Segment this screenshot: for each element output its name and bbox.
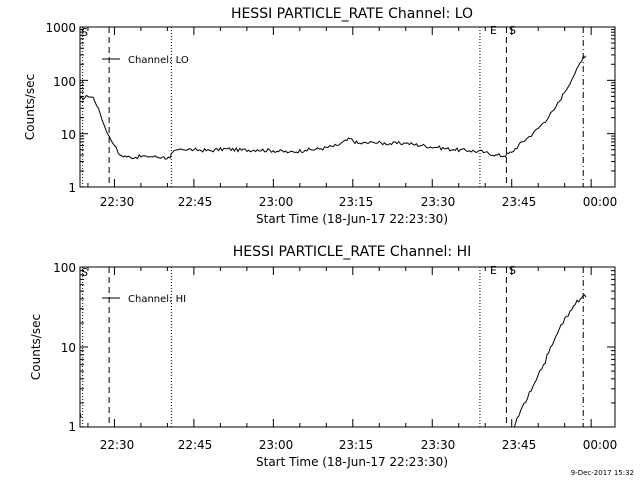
x-axis-label-lo: Start Time (18-Jun-17 22:23:30) [256,212,448,226]
x-tick-label-lo-2245: 22:45 [178,195,213,209]
y-tick-label-lo-100: 100 [53,75,76,89]
x-tick-label-lo-2330: 23:30 [421,195,456,209]
marker-label-lo-s-end: S [509,24,516,37]
x-tick-label-lo-0000: 00:00 [583,195,618,209]
legend-label-hi: Channel: HI [128,294,186,305]
x-tick-label-lo-2300: 23:00 [259,195,294,209]
x-tick-label-hi-2330: 23:30 [421,438,456,452]
x-tick-label-hi-2345: 23:45 [502,438,537,452]
series-group-lo [79,55,587,160]
y-axis-label-lo: Counts/sec [23,74,37,140]
x-axis-label-hi: Start Time (18-Jun-17 22:23:30) [256,455,448,469]
y-tick-label-hi-100: 100 [53,261,76,275]
y-tick-label-hi-1: 1 [68,420,76,434]
series-group-hi [79,294,587,428]
y-axis-label-hi: Counts/sec [29,314,43,380]
series-line-hi [79,294,587,428]
marker-label-hi-s-start: S [81,266,88,279]
x-tick-label-lo-2230: 22:30 [100,195,135,209]
x-tick-label-hi-0000: 00:00 [583,438,618,452]
chart-title-hi: HESSI PARTICLE_RATE Channel: HI [233,244,471,260]
x-tick-label-hi-2230: 22:30 [100,438,135,452]
legend-label-lo: Channel: LO [128,55,189,66]
x-tick-label-lo-2345: 23:45 [502,195,537,209]
y-tick-label-hi-10: 10 [61,341,76,355]
chart-panel-hi: HESSI PARTICLE_RATE Channel: HI Start Ti… [29,244,617,469]
x-tick-label-hi-2315: 23:15 [339,438,374,452]
marker-label-hi-s-end: S [509,264,516,277]
marker-label-lo-e: E [490,24,497,37]
chart-title-lo: HESSI PARTICLE_RATE Channel: LO [231,6,473,22]
marker-label-lo-s-start: S [81,26,88,39]
y-tick-label-lo-10: 10 [61,128,76,142]
marker-label-hi-e: E [490,264,497,277]
plot-frame-hi [79,266,616,428]
marker-lines-hi [82,267,584,427]
axis-ticks-lo [80,26,615,188]
series-line-lo [79,55,587,160]
plot-frame-lo [79,26,616,188]
y-tick-label-lo-1: 1 [68,181,76,195]
x-tick-label-hi-2245: 22:45 [178,438,213,452]
footer-timestamp: 9-Dec-2017 15:32 [570,469,634,477]
x-tick-label-lo-2315: 23:15 [339,195,374,209]
y-tick-label-lo-1000: 1000 [45,21,76,35]
x-tick-label-hi-2300: 23:00 [259,438,294,452]
axis-ticks-hi [80,266,615,428]
chart-panel-lo: HESSI PARTICLE_RATE Channel: LO Start Ti… [23,6,617,226]
marker-lines-lo [82,27,584,187]
